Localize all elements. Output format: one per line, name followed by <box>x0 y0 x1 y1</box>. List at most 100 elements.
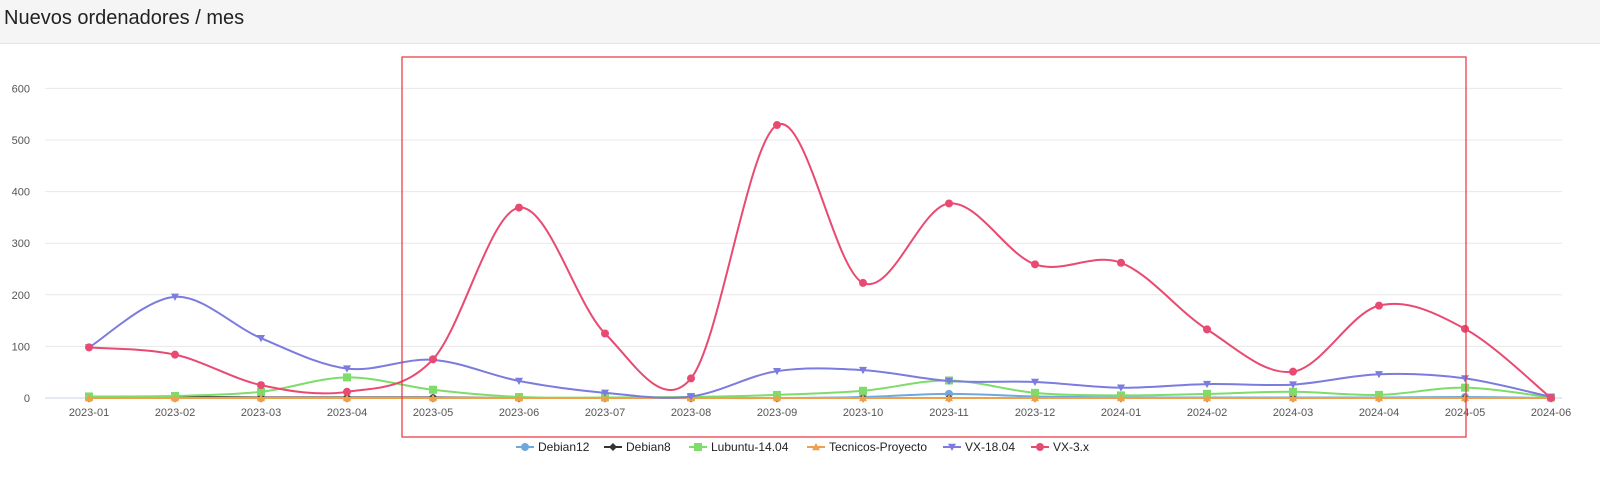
series-line-vx-18-04 <box>88 295 1552 399</box>
data-point <box>945 377 953 385</box>
legend-marker <box>812 443 820 451</box>
data-point <box>859 278 867 287</box>
data-point <box>1203 325 1211 334</box>
data-point <box>1289 367 1297 376</box>
data-point <box>773 367 781 376</box>
y-tick-label: 500 <box>12 135 30 147</box>
data-point <box>257 381 265 390</box>
x-tick-label: 2023-09 <box>757 407 797 419</box>
data-point <box>343 373 351 382</box>
data-point <box>859 366 867 375</box>
x-tick-label: 2024-06 <box>1531 407 1571 419</box>
x-tick-label: 2023-10 <box>843 407 883 419</box>
data-point <box>1203 380 1211 389</box>
legend-label: Tecnicos-Proyecto <box>829 440 927 454</box>
data-point <box>1375 301 1383 310</box>
data-point <box>601 394 609 402</box>
data-point <box>257 394 265 402</box>
data-point <box>1461 394 1469 402</box>
x-tick-label: 2024-03 <box>1273 407 1313 419</box>
series-line-lubuntu-14-04 <box>88 376 1552 399</box>
data-point <box>1117 384 1125 392</box>
data-point <box>773 121 781 130</box>
x-tick-label: 2024-04 <box>1359 407 1399 419</box>
data-point <box>1375 394 1383 402</box>
y-tick-label: 0 <box>24 393 30 405</box>
series-line-vx-3-x <box>88 123 1552 399</box>
legend-marker <box>521 443 529 451</box>
data-point <box>171 350 179 359</box>
legend-label: Debian8 <box>626 440 671 454</box>
highlight-box <box>401 56 1467 438</box>
line-chart: 0 100 200 300 400 500 600 2023-01 2023-02 2023-03… <box>12 56 1571 454</box>
x-tick-label: 2024-01 <box>1101 407 1141 419</box>
data-point <box>859 386 867 395</box>
page-title: Nuevos ordenadores / mes <box>4 7 245 29</box>
legend-label: VX-18.04 <box>965 440 1015 454</box>
data-point <box>945 389 953 398</box>
x-tick-label: 2023-07 <box>585 407 625 419</box>
legend-label: VX-3.x <box>1053 440 1089 454</box>
x-tick-label: 2023-12 <box>1015 407 1055 419</box>
data-point <box>601 329 609 338</box>
x-tick-label: 2023-06 <box>499 407 539 419</box>
data-point <box>1031 378 1039 387</box>
data-point <box>1031 260 1039 269</box>
x-tick-label: 2023-05 <box>413 407 453 419</box>
data-point <box>429 385 437 394</box>
data-point <box>343 365 351 373</box>
data-point <box>171 394 179 402</box>
data-point <box>1203 389 1211 398</box>
data-point <box>1031 394 1039 402</box>
x-tick-label: 2024-05 <box>1445 407 1485 419</box>
data-point <box>515 203 523 212</box>
data-point <box>171 293 179 301</box>
data-point <box>1289 394 1297 402</box>
data-point <box>85 343 93 352</box>
data-point <box>945 394 953 402</box>
x-tick-label: 2023-04 <box>327 407 367 419</box>
data-point <box>429 394 437 402</box>
data-point <box>257 387 265 396</box>
legend-marker <box>694 443 702 451</box>
x-tick-label: 2023-08 <box>671 407 711 419</box>
x-tick-label: 2024-02 <box>1187 407 1227 419</box>
data-point <box>773 394 781 402</box>
data-point <box>1461 375 1469 383</box>
data-point <box>859 394 867 402</box>
y-tick-label: 100 <box>12 341 30 353</box>
data-point <box>1375 371 1383 379</box>
x-tick-label: 2023-02 <box>155 407 195 419</box>
data-point <box>257 334 265 343</box>
legend-marker <box>948 443 956 451</box>
data-point <box>343 387 351 396</box>
data-point <box>1547 394 1555 402</box>
y-tick-label: 200 <box>12 290 30 302</box>
data-point <box>1117 394 1125 402</box>
data-point <box>85 394 93 402</box>
data-point <box>687 393 695 401</box>
x-tick-label: 2023-11 <box>929 407 969 419</box>
data-point <box>601 389 609 397</box>
data-point <box>687 374 695 383</box>
data-point <box>429 355 437 364</box>
data-point <box>945 199 953 208</box>
y-tick-label: 600 <box>12 83 30 95</box>
chart-header: Nuevos ordenadores / mes <box>0 0 1600 44</box>
data-point <box>343 394 351 402</box>
data-point <box>1031 388 1039 397</box>
data-point <box>1203 394 1211 402</box>
data-point <box>1289 387 1297 396</box>
y-tick-label: 300 <box>12 238 30 250</box>
x-tick-label: 2023-03 <box>241 407 281 419</box>
data-point <box>515 394 523 402</box>
data-point <box>1289 381 1297 389</box>
legend-marker <box>1036 443 1044 451</box>
data-point <box>1461 324 1469 333</box>
legend-label: Lubuntu-14.04 <box>711 440 789 454</box>
data-point <box>1461 383 1469 392</box>
legend-marker <box>609 443 617 451</box>
legend-label: Debian12 <box>538 440 590 454</box>
y-tick-label: 400 <box>12 187 30 199</box>
data-point <box>515 377 523 385</box>
